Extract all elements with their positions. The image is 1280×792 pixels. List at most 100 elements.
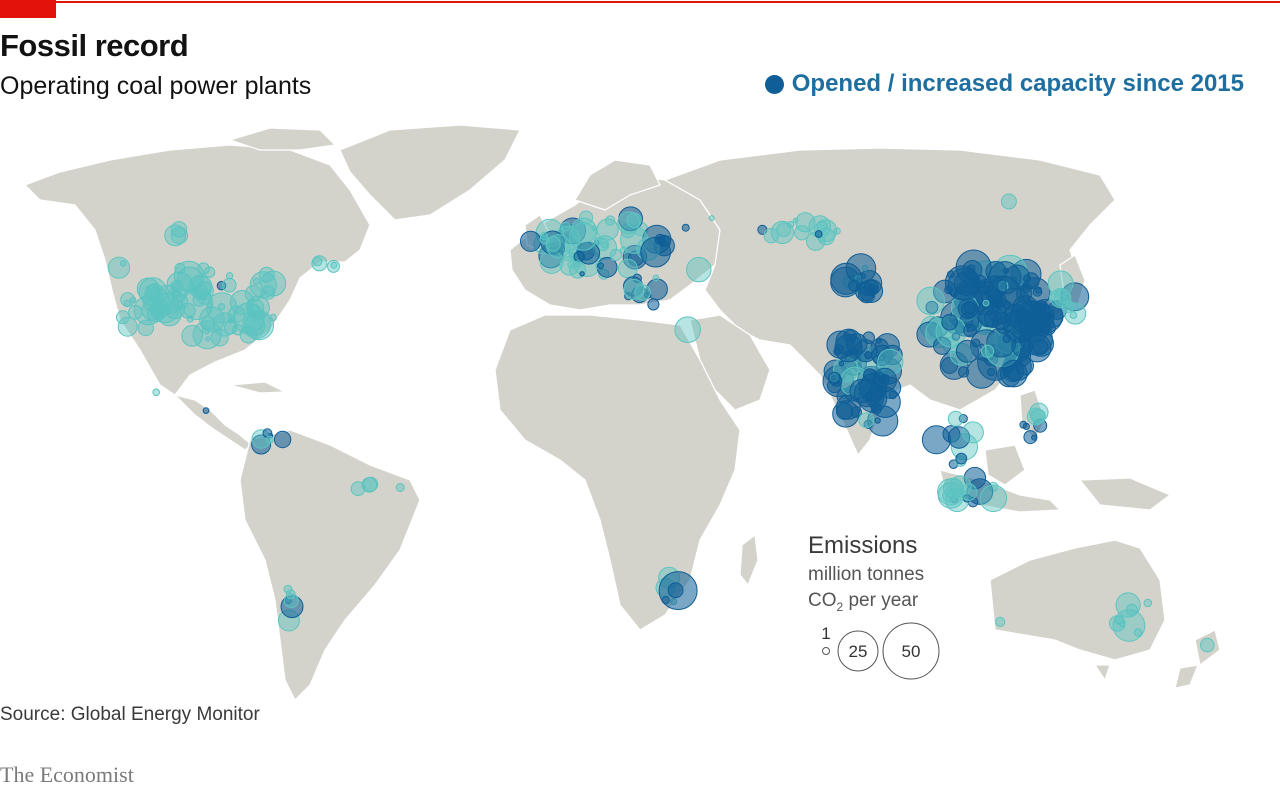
plant-marker-322 bbox=[982, 275, 1008, 300]
tasmania bbox=[1094, 664, 1111, 681]
plant-marker-73 bbox=[117, 316, 138, 337]
co2-label: CO bbox=[808, 590, 837, 611]
plant-marker-67 bbox=[249, 271, 277, 299]
plant-marker-136 bbox=[619, 246, 628, 254]
plant-marker-22 bbox=[205, 336, 211, 342]
plant-marker-162 bbox=[623, 278, 645, 300]
plant-marker-81 bbox=[155, 302, 170, 318]
world-map bbox=[24, 124, 1221, 700]
plant-marker-161 bbox=[624, 292, 633, 301]
plant-marker-116 bbox=[579, 271, 585, 277]
plant-marker-77 bbox=[144, 284, 161, 300]
plant-marker-45 bbox=[181, 287, 214, 321]
scandinavia bbox=[574, 159, 661, 211]
plant-marker-312 bbox=[941, 313, 958, 331]
plant-markers bbox=[107, 193, 1215, 653]
plant-marker-403 bbox=[961, 421, 984, 444]
plant-marker-138 bbox=[626, 212, 642, 229]
plant-marker-146 bbox=[657, 234, 670, 247]
key-label-25: 25 bbox=[849, 642, 868, 661]
plant-marker-305 bbox=[980, 344, 995, 358]
plant-marker-153 bbox=[545, 236, 561, 252]
plant-marker-418 bbox=[1033, 418, 1048, 433]
plant-marker-402 bbox=[921, 425, 951, 455]
plant-marker-177 bbox=[814, 230, 823, 238]
key-label-50: 50 bbox=[902, 642, 921, 661]
plant-marker-444 bbox=[1125, 603, 1139, 616]
plant-marker-437 bbox=[283, 593, 299, 609]
plant-marker-87 bbox=[312, 256, 323, 267]
plant-marker-424 bbox=[1029, 402, 1049, 422]
plant-marker-374 bbox=[838, 360, 845, 367]
plant-marker-392 bbox=[834, 334, 863, 363]
plant-marker-459 bbox=[708, 215, 715, 222]
plant-marker-80 bbox=[120, 292, 135, 307]
per-year-label: per year bbox=[843, 590, 919, 611]
plant-marker-442 bbox=[1143, 598, 1153, 608]
plant-marker-445 bbox=[1114, 615, 1125, 625]
plant-marker-452 bbox=[262, 428, 273, 439]
plant-marker-389 bbox=[827, 371, 842, 385]
brand-logo: The Economist bbox=[0, 762, 134, 787]
plant-marker-61 bbox=[171, 287, 187, 303]
plant-marker-447 bbox=[1200, 637, 1215, 653]
plant-marker-134 bbox=[609, 248, 622, 261]
plant-marker-275 bbox=[958, 366, 970, 378]
plant-marker-269 bbox=[916, 286, 946, 316]
top-rule bbox=[0, 1, 1280, 3]
plant-marker-139 bbox=[569, 222, 598, 251]
plant-marker-425 bbox=[1026, 407, 1045, 426]
new-zealand bbox=[1194, 629, 1221, 666]
plant-marker-438 bbox=[1133, 628, 1143, 637]
plant-marker-298 bbox=[951, 332, 961, 341]
plant-marker-49 bbox=[188, 274, 213, 299]
key-label-1: 1 bbox=[821, 624, 830, 643]
plant-marker-27 bbox=[174, 262, 186, 275]
plant-marker-460 bbox=[681, 223, 690, 232]
plant-marker-393 bbox=[872, 367, 897, 393]
plant-marker-461 bbox=[1000, 193, 1017, 210]
madagascar bbox=[739, 534, 759, 586]
size-key: Emissions million tonnes CO2 per year 1 … bbox=[808, 530, 1008, 690]
plant-marker-304 bbox=[995, 317, 1013, 335]
plant-marker-147 bbox=[596, 218, 619, 241]
plant-marker-193 bbox=[848, 279, 861, 292]
south-america bbox=[239, 429, 421, 700]
plant-marker-50 bbox=[223, 320, 238, 335]
plant-marker-446 bbox=[995, 616, 1006, 628]
plant-marker-434 bbox=[283, 584, 293, 594]
plant-marker-191 bbox=[867, 283, 878, 294]
borneo bbox=[984, 444, 1026, 486]
plant-marker-37 bbox=[269, 313, 277, 322]
size-key-unit-co2: CO2 per year bbox=[808, 590, 918, 614]
new-zealand-south bbox=[1174, 664, 1199, 689]
plant-marker-99 bbox=[605, 215, 616, 226]
brand-tag bbox=[0, 0, 56, 18]
plant-marker-64 bbox=[225, 272, 234, 280]
plant-marker-315 bbox=[1002, 334, 1012, 344]
plant-marker-326 bbox=[1060, 282, 1090, 312]
plant-marker-150 bbox=[520, 230, 542, 252]
plant-marker-297 bbox=[941, 356, 959, 374]
plant-marker-319 bbox=[960, 301, 978, 318]
plant-marker-78 bbox=[128, 305, 143, 320]
plant-marker-60 bbox=[242, 310, 272, 339]
plant-marker-53 bbox=[181, 324, 204, 347]
cuba bbox=[229, 381, 286, 394]
plant-marker-163 bbox=[652, 274, 660, 282]
plant-marker-453 bbox=[265, 435, 274, 444]
plant-marker-318 bbox=[963, 323, 977, 338]
plant-marker-62 bbox=[203, 266, 216, 278]
plant-marker-164 bbox=[686, 256, 712, 283]
plant-marker-333 bbox=[1053, 289, 1072, 307]
key-circle-25 bbox=[837, 630, 879, 672]
plant-marker-63 bbox=[258, 266, 275, 283]
key-circle-50 bbox=[882, 622, 940, 680]
plant-marker-167 bbox=[816, 220, 828, 233]
plant-marker-178 bbox=[794, 225, 810, 241]
plant-marker-54 bbox=[222, 277, 237, 293]
central-america bbox=[174, 394, 253, 451]
plant-marker-32 bbox=[216, 280, 227, 291]
plant-marker-140 bbox=[597, 262, 604, 270]
plant-marker-175 bbox=[763, 228, 779, 244]
